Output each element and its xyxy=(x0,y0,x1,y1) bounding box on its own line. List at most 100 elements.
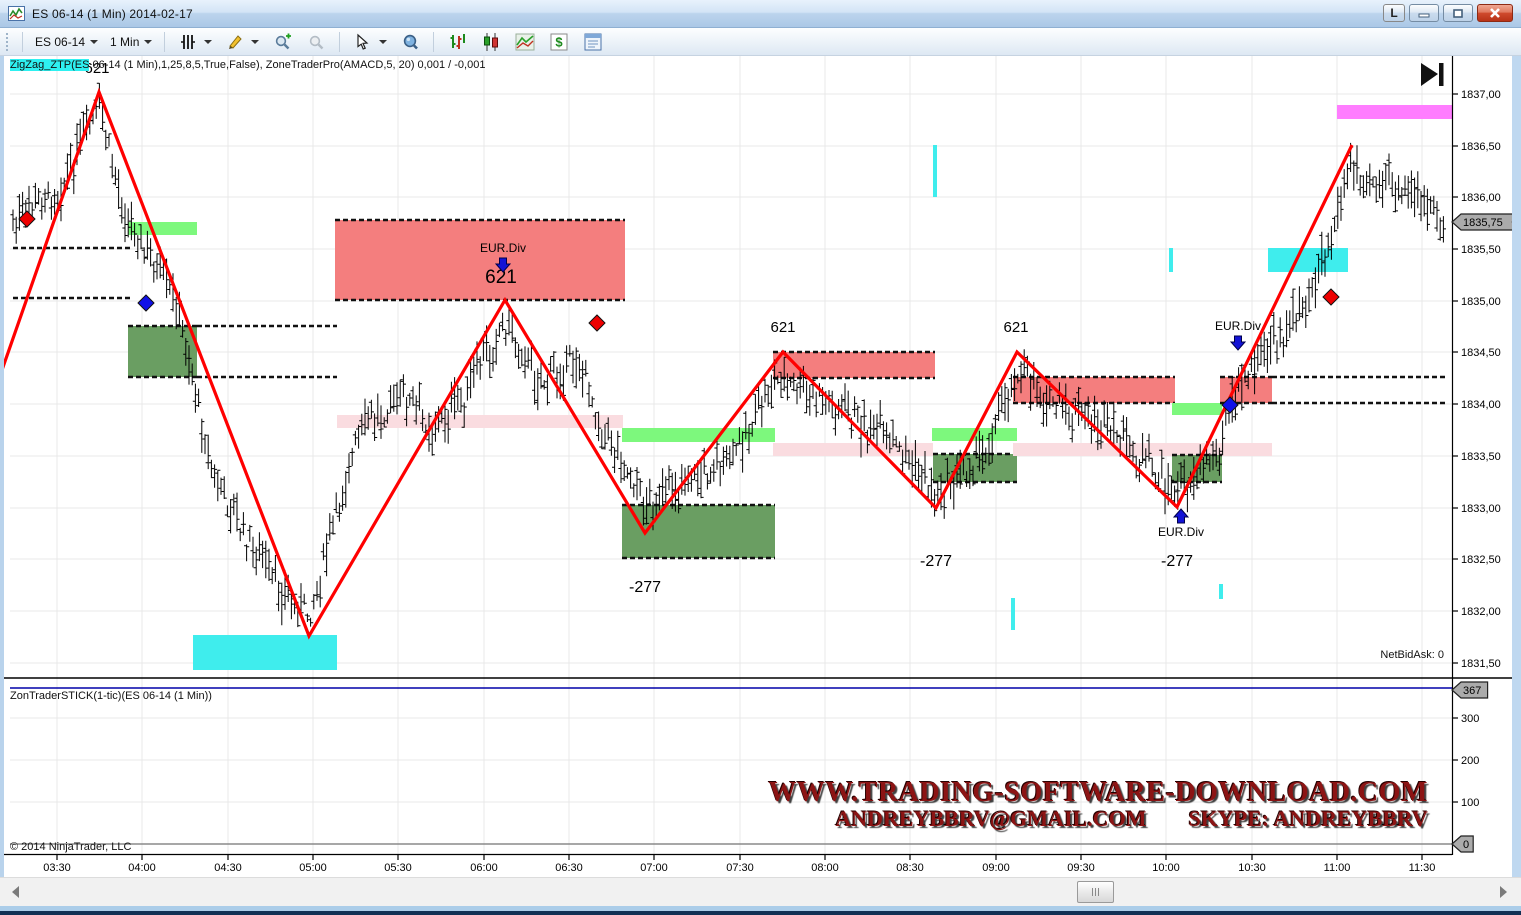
zoom-out-icon xyxy=(305,31,327,53)
time-axis-label: 05:30 xyxy=(384,862,412,874)
time-axis-label: 07:30 xyxy=(726,862,754,874)
chart-dollar-icon: $ xyxy=(548,31,570,53)
zone-cyan xyxy=(1268,248,1348,272)
time-axis-label: 08:30 xyxy=(896,862,924,874)
scroll-left-arrow-icon[interactable] xyxy=(12,886,19,898)
signal-diamond xyxy=(1322,288,1340,306)
time-axis-label: 08:00 xyxy=(811,862,839,874)
time-axis-label: 07:00 xyxy=(640,862,668,874)
zone-darkgreen xyxy=(128,326,197,377)
net-bid-ask-status: NetBidAsk: 0 xyxy=(1380,649,1444,661)
toolbar-separator xyxy=(22,31,23,52)
chevron-down-icon xyxy=(204,39,213,44)
price-bar-ticks xyxy=(10,82,1446,627)
zone-magenta xyxy=(1337,105,1452,119)
time-axis-label: 03:30 xyxy=(43,862,71,874)
zone-lightgreen xyxy=(128,222,197,235)
price-axis-label: 1834,00 xyxy=(1461,399,1501,411)
panel2-value-marker xyxy=(1451,681,1489,699)
signal-diamond xyxy=(18,210,36,228)
swing-label: EUR.Div xyxy=(480,241,526,255)
price-axis-label: 1834,50 xyxy=(1461,347,1501,359)
time-axis-label: 10:00 xyxy=(1152,862,1180,874)
watermark: WWW.TRADING-SOFTWARE-DOWNLOAD.COM ANDREY… xyxy=(768,777,1428,831)
signal-diamond xyxy=(1221,396,1239,414)
app-icon xyxy=(8,6,25,21)
scroll-right-arrow-icon[interactable] xyxy=(1500,886,1507,898)
chart-style-line-button[interactable] xyxy=(508,29,542,55)
panel2-indicator-label[interactable]: ZonTraderSTICK(1-tic)(ES 06-14 (1 Min)) xyxy=(10,690,212,702)
panel2-axis-label: 100 xyxy=(1461,797,1479,809)
time-axis-label: 06:00 xyxy=(470,862,498,874)
link-button[interactable]: L xyxy=(1383,4,1405,22)
price-axis-label: 1836,50 xyxy=(1461,141,1501,153)
zoom-out-tool[interactable] xyxy=(299,29,333,55)
zone-lightgreen xyxy=(1172,403,1222,415)
zigzag-line xyxy=(0,87,1354,640)
go-to-end-button[interactable] xyxy=(1419,61,1446,93)
indicator-label-highlight: ZigZag_ZTP(ES xyxy=(10,59,90,71)
interval-selector[interactable]: 1 Min xyxy=(104,33,158,51)
time-axis-label: 11:30 xyxy=(1409,862,1436,874)
minimize-icon xyxy=(1418,13,1430,17)
signal-diamond xyxy=(137,294,155,312)
time-axis-label: 09:30 xyxy=(1067,862,1095,874)
horizontal-scrollbar[interactable] xyxy=(0,877,1521,906)
drawing-tool[interactable] xyxy=(218,29,265,55)
instrument-selector[interactable]: ES 06-14 xyxy=(29,33,104,51)
swing-label: 621 xyxy=(485,267,517,288)
time-axis-label: 04:00 xyxy=(128,862,156,874)
toolbar-separator xyxy=(433,31,435,52)
close-button[interactable] xyxy=(1477,4,1513,22)
chart-style-bars-icon xyxy=(446,31,468,53)
watermark-line1: WWW.TRADING-SOFTWARE-DOWNLOAD.COM xyxy=(768,777,1428,808)
toolbar-grip[interactable] xyxy=(6,32,10,51)
last-price-marker-value: 1835,75 xyxy=(1463,217,1503,229)
chart-style-candles-icon xyxy=(480,31,502,53)
zoom-in-icon xyxy=(271,31,293,53)
chevron-down-icon xyxy=(251,39,260,44)
indicator-label[interactable]: ZigZag_ZTP(ES 06-14 (1 Min),1,25,8,5,Tru… xyxy=(10,59,485,71)
chevron-down-icon xyxy=(90,39,99,44)
zone-pink xyxy=(337,415,623,428)
zone-cyan xyxy=(193,635,337,670)
toolbar-separator xyxy=(164,31,166,52)
play-to-end-icon xyxy=(1421,63,1444,86)
minimize-button[interactable] xyxy=(1409,4,1439,22)
chart-dollar-button[interactable]: $ xyxy=(542,29,576,55)
svg-text:$: $ xyxy=(556,34,564,49)
up-arrow-icon xyxy=(1172,508,1190,524)
scrollbar-thumb[interactable] xyxy=(1077,881,1114,903)
window-left-border xyxy=(0,56,4,906)
toolbar-separator xyxy=(339,31,341,52)
chevron-down-icon xyxy=(379,39,388,44)
drawing-pencil-icon xyxy=(224,31,246,53)
chart-style-bars-button[interactable] xyxy=(440,29,474,55)
cursor-tool[interactable] xyxy=(346,29,393,55)
zoom-in-tool[interactable] xyxy=(265,29,299,55)
window-right-border xyxy=(1512,56,1521,906)
swing-label: -277 xyxy=(629,579,661,596)
swing-label: -277 xyxy=(920,553,952,570)
swing-label: 621 xyxy=(770,319,795,336)
restore-icon xyxy=(1453,8,1463,18)
chart-panel-properties-button[interactable] xyxy=(576,29,610,55)
price-axis-label: 1835,00 xyxy=(1461,296,1501,308)
chart-style-candles-button[interactable] xyxy=(474,29,508,55)
panel2-axis-label: 200 xyxy=(1461,755,1479,767)
price-axis-label: 1833,50 xyxy=(1461,451,1501,463)
swing-label: 621 xyxy=(1003,319,1028,336)
zone-darkgreen xyxy=(933,454,1017,482)
chart-style-line-icon xyxy=(514,31,536,53)
restore-button[interactable] xyxy=(1443,4,1473,22)
window-bottom-border-dark xyxy=(0,911,1521,915)
signal-diamond xyxy=(588,314,606,332)
bar-spacing-tool[interactable] xyxy=(171,29,218,55)
window-title: ES 06-14 (1 Min) 2014-02-17 xyxy=(32,6,193,21)
data-box-tool[interactable] xyxy=(393,29,427,55)
watermark-email: ANDREYBBRV@GMAIL.COM xyxy=(835,805,1147,831)
panel2-value-marker-value: 367 xyxy=(1463,685,1481,697)
interval-label: 1 Min xyxy=(110,34,140,49)
close-icon xyxy=(1490,8,1500,18)
